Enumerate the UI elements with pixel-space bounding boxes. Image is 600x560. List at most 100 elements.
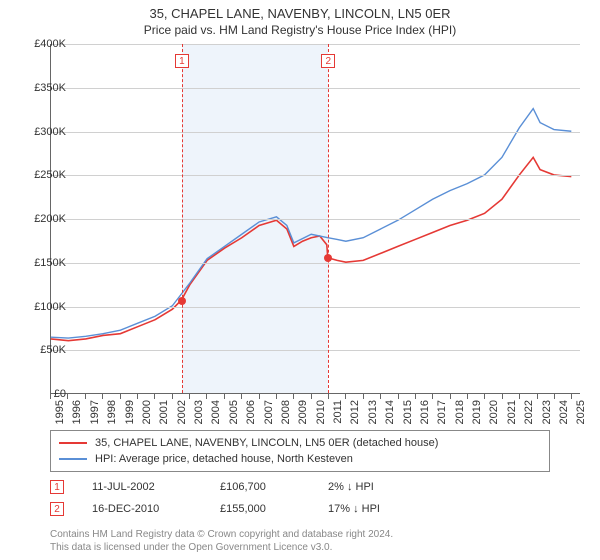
x-tick-mark xyxy=(398,394,399,399)
gridline-h xyxy=(51,307,580,308)
x-axis-label: 2022 xyxy=(523,400,535,424)
footer-line: Contains HM Land Registry data © Crown c… xyxy=(50,529,393,542)
x-axis-label: 2014 xyxy=(384,400,396,424)
x-axis-label: 2000 xyxy=(141,400,153,424)
chart-title: 35, CHAPEL LANE, NAVENBY, LINCOLN, LN5 0… xyxy=(0,6,600,21)
sale-row: 1 11-JUL-2002 £106,700 2% ↓ HPI xyxy=(50,476,580,498)
footer-line: This data is licensed under the Open Gov… xyxy=(50,542,393,555)
x-axis-label: 2004 xyxy=(210,400,222,424)
title-block: 35, CHAPEL LANE, NAVENBY, LINCOLN, LN5 0… xyxy=(0,0,600,37)
series-line xyxy=(51,157,571,340)
x-tick-mark xyxy=(502,394,503,399)
sale-rows: 1 11-JUL-2002 £106,700 2% ↓ HPI 2 16-DEC-2010… xyxy=(50,476,580,520)
legend-swatch xyxy=(59,458,87,460)
x-axis-label: 2024 xyxy=(558,400,570,424)
x-axis-label: 2015 xyxy=(402,400,414,424)
y-axis-label: £350K xyxy=(34,82,66,94)
x-tick-mark xyxy=(259,394,260,399)
gridline-h xyxy=(51,263,580,264)
legend-swatch xyxy=(59,442,87,444)
x-tick-mark xyxy=(415,394,416,399)
y-axis-label: £50K xyxy=(40,344,66,356)
x-axis-label: 2013 xyxy=(367,400,379,424)
y-axis-label: £400K xyxy=(34,38,66,50)
legend-label: 35, CHAPEL LANE, NAVENBY, LINCOLN, LN5 0… xyxy=(95,437,438,449)
x-tick-mark xyxy=(432,394,433,399)
x-axis-label: 2005 xyxy=(228,400,240,424)
x-axis-label: 1995 xyxy=(54,400,66,424)
x-axis-label: 2010 xyxy=(315,400,327,424)
x-axis-label: 2002 xyxy=(176,400,188,424)
x-tick-mark xyxy=(50,394,51,399)
x-axis-label: 2025 xyxy=(575,400,587,424)
x-tick-mark xyxy=(484,394,485,399)
x-tick-mark xyxy=(450,394,451,399)
x-axis-label: 2011 xyxy=(332,400,344,424)
series-line xyxy=(51,109,571,338)
sale-dot xyxy=(324,254,332,262)
plot-area: 12 xyxy=(50,44,580,394)
gridline-h xyxy=(51,219,580,220)
x-axis-label: 2007 xyxy=(263,400,275,424)
chart-subtitle: Price paid vs. HM Land Registry's House … xyxy=(0,23,600,37)
y-axis-label: £0 xyxy=(54,388,66,400)
sale-price: £106,700 xyxy=(220,481,300,493)
x-tick-mark xyxy=(137,394,138,399)
x-tick-mark xyxy=(345,394,346,399)
gridline-h xyxy=(51,175,580,176)
sale-dot xyxy=(178,297,186,305)
x-tick-mark xyxy=(154,394,155,399)
x-tick-mark xyxy=(172,394,173,399)
sale-price: £155,000 xyxy=(220,503,300,515)
x-tick-mark xyxy=(206,394,207,399)
x-axis-label: 2006 xyxy=(245,400,257,424)
sale-delta: 2% ↓ HPI xyxy=(328,481,428,493)
x-axis-label: 2021 xyxy=(506,400,518,424)
x-tick-mark xyxy=(311,394,312,399)
x-tick-mark xyxy=(554,394,555,399)
y-axis-label: £200K xyxy=(34,213,66,225)
gridline-h xyxy=(51,350,580,351)
x-tick-mark xyxy=(328,394,329,399)
y-axis-label: £150K xyxy=(34,257,66,269)
x-tick-mark xyxy=(293,394,294,399)
x-axis-label: 1998 xyxy=(106,400,118,424)
legend-box: 35, CHAPEL LANE, NAVENBY, LINCOLN, LN5 0… xyxy=(50,430,550,472)
sale-date: 16-DEC-2010 xyxy=(92,503,192,515)
x-tick-mark xyxy=(467,394,468,399)
reference-line xyxy=(182,44,183,393)
sale-marker: 2 xyxy=(50,502,64,516)
x-axis-label: 2012 xyxy=(349,400,361,424)
x-axis-label: 2018 xyxy=(454,400,466,424)
y-axis-label: £250K xyxy=(34,169,66,181)
sale-date: 11-JUL-2002 xyxy=(92,481,192,493)
x-axis-label: 2016 xyxy=(419,400,431,424)
sale-marker: 1 xyxy=(50,480,64,494)
reference-marker: 1 xyxy=(175,54,189,68)
sale-delta: 17% ↓ HPI xyxy=(328,503,428,515)
x-axis-label: 1996 xyxy=(71,400,83,424)
x-axis-label: 2023 xyxy=(541,400,553,424)
x-axis-label: 2001 xyxy=(158,400,170,424)
gridline-h xyxy=(51,44,580,45)
x-tick-mark xyxy=(380,394,381,399)
sale-row: 2 16-DEC-2010 £155,000 17% ↓ HPI xyxy=(50,498,580,520)
legend-label: HPI: Average price, detached house, Nort… xyxy=(95,453,353,465)
x-axis-label: 2009 xyxy=(297,400,309,424)
chart-container: 35, CHAPEL LANE, NAVENBY, LINCOLN, LN5 0… xyxy=(0,0,600,560)
gridline-h xyxy=(51,132,580,133)
legend-item: 35, CHAPEL LANE, NAVENBY, LINCOLN, LN5 0… xyxy=(59,435,541,451)
x-tick-mark xyxy=(537,394,538,399)
x-axis-label: 2017 xyxy=(436,400,448,424)
reference-line xyxy=(328,44,329,393)
x-tick-mark xyxy=(67,394,68,399)
x-tick-mark xyxy=(276,394,277,399)
footer-attribution: Contains HM Land Registry data © Crown c… xyxy=(50,529,393,554)
x-axis-label: 2003 xyxy=(193,400,205,424)
x-tick-mark xyxy=(224,394,225,399)
x-tick-mark xyxy=(363,394,364,399)
x-tick-mark xyxy=(519,394,520,399)
reference-marker: 2 xyxy=(321,54,335,68)
x-tick-mark xyxy=(241,394,242,399)
x-tick-mark xyxy=(189,394,190,399)
